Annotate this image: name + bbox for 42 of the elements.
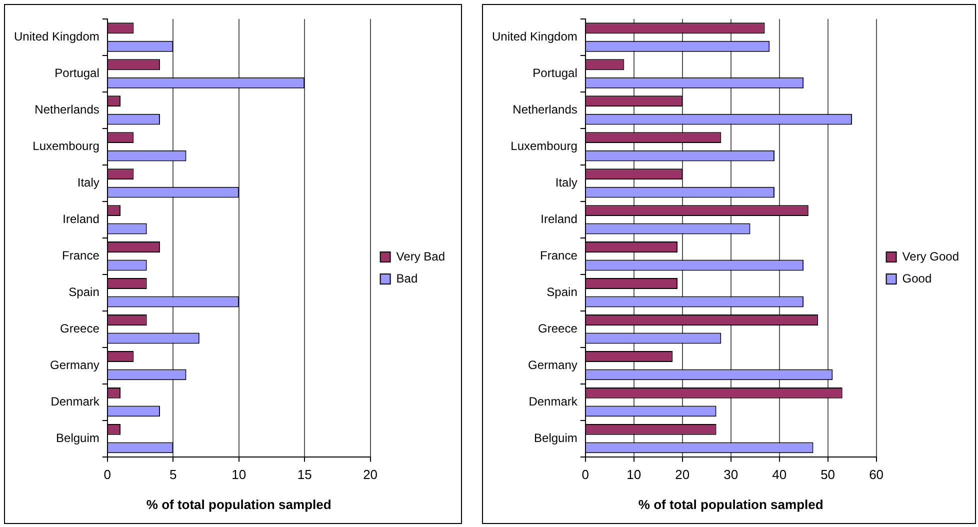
y-tick-label: Denmark [50,394,100,408]
y-tick-label: Spain [546,284,578,299]
x-axis-title: % of total population sampled [638,496,824,512]
y-tick-label: Germany [50,358,100,372]
x-tick-label: 10 [232,467,246,482]
y-tick-label: Greece [538,321,578,336]
x-tick-label: 20 [675,467,690,482]
x-tick-label: 10 [626,467,642,482]
y-tick-label: Italy [555,175,578,190]
y-tick-label: Netherlands [512,102,578,117]
y-tick-label: Spain [68,284,100,299]
y-tick-label: Netherlands [34,102,100,117]
y-tick-label: United Kingdom [492,30,578,44]
x-tick-label: 50 [820,467,836,482]
y-tick-label: Luxembourg [32,139,100,154]
legend-label: Bad [396,271,418,286]
x-tick-label: 5 [169,467,177,482]
x-tick-label: 60 [869,467,884,482]
x-tick-label: 0 [582,467,589,482]
legend-label: Very Good [902,249,959,264]
legend-label: Good [902,271,932,286]
legend-label: Very Bad [396,249,446,264]
y-tick-label: Germany [528,358,578,372]
x-axis-title: % of total population sampled [146,496,332,512]
x-tick-label: 30 [724,467,738,482]
y-tick-label: France [62,248,100,262]
y-tick-label: Denmark [528,394,578,408]
x-tick-label: 40 [772,467,787,482]
y-tick-label: Portugal [54,66,100,80]
x-tick-label: 0 [104,467,111,482]
y-tick-label: Italy [77,175,100,190]
y-tick-label: Ireland [62,212,100,226]
y-tick-label: Belguim [56,430,100,445]
x-tick-label: 20 [363,467,378,482]
x-tick-label: 15 [297,467,312,482]
y-tick-label: Greece [60,321,100,336]
y-tick-label: Luxembourg [510,139,578,154]
y-tick-label: Belguim [534,430,578,445]
y-tick-label: Portugal [532,66,578,80]
y-tick-label: Ireland [540,212,578,226]
y-tick-label: France [540,248,578,262]
y-tick-label: United Kingdom [14,30,100,44]
